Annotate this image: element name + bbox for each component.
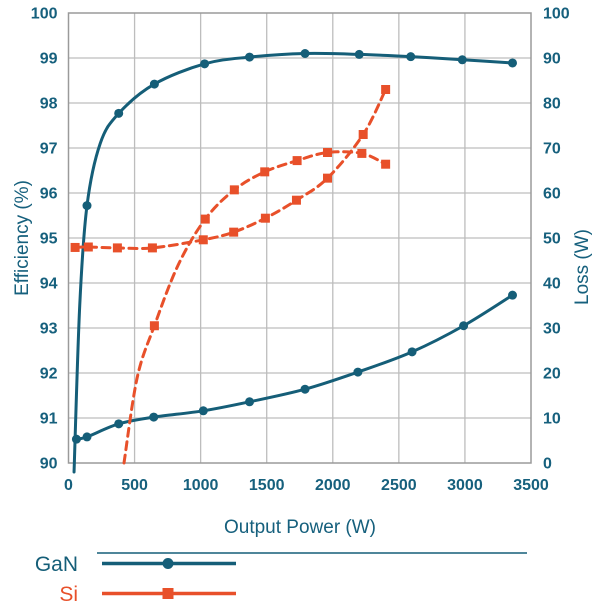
ticks-layer: 0 500 1000 1500 2000 2500 3000 3500909192939495… — [31, 6, 570, 495]
y-axis-title-left: Efficiency (%) — [12, 180, 33, 296]
x-tick-label: 2500 — [381, 477, 417, 494]
x-tick-label: 0 — [64, 477, 73, 494]
x-tick-label: 1500 — [249, 477, 285, 494]
plot-border — [67, 12, 532, 464]
left-tick-label: 96 — [40, 186, 58, 203]
si-loss-marker — [70, 242, 80, 252]
gan-loss-marker — [245, 397, 255, 407]
square-marker-icon — [162, 588, 174, 599]
si-loss-marker — [260, 213, 270, 223]
gan-efficiency-series — [72, 49, 517, 474]
left-tick-label: 100 — [31, 6, 58, 23]
y-axis-title-right: Loss (W) — [572, 229, 593, 305]
si-loss-marker — [112, 243, 122, 253]
gan-loss-marker — [508, 290, 517, 300]
left-tick-label: 97 — [40, 141, 58, 158]
x-axis-title: Output Power (W) — [224, 517, 376, 538]
grid-layer — [67, 12, 532, 464]
si-efficiency-marker — [292, 156, 302, 166]
si-loss-marker — [147, 243, 157, 253]
gan-loss-marker — [114, 419, 124, 429]
gan-loss-marker — [82, 432, 92, 442]
gan-loss-marker — [71, 434, 81, 444]
gan-efficiency-marker — [300, 49, 310, 58]
right-tick-label: 40 — [543, 276, 561, 293]
si-efficiency-marker — [260, 167, 270, 177]
si-loss-marker — [381, 85, 391, 94]
si-efficiency-marker — [323, 148, 332, 157]
gan-efficiency-marker — [245, 52, 255, 62]
right-tick-label: 60 — [543, 186, 561, 203]
legend: GaN Si — [35, 553, 236, 606]
si-efficiency-marker — [149, 321, 159, 331]
left-tick-label: 99 — [40, 51, 58, 68]
gan-efficiency-marker — [457, 55, 467, 65]
right-tick-label: 80 — [543, 96, 561, 113]
si-loss-marker — [83, 242, 93, 252]
legend-label-si: Si — [59, 583, 78, 606]
left-tick-label: 98 — [40, 96, 58, 113]
si-loss-marker — [358, 130, 368, 139]
gan-loss-marker — [300, 384, 310, 394]
gan-efficiency-marker — [114, 108, 124, 118]
right-tick-label: 10 — [543, 411, 561, 428]
si-loss-marker — [229, 227, 239, 237]
gan-loss-marker — [149, 412, 159, 422]
legend-item-si: Si — [59, 583, 236, 606]
gan-efficiency-marker — [82, 201, 92, 211]
gan-efficiency-curve — [72, 51, 514, 474]
left-tick-label: 91 — [40, 411, 58, 428]
si-loss-marker — [323, 173, 332, 183]
left-tick-label: 93 — [40, 321, 58, 338]
left-tick-label: 92 — [40, 366, 58, 383]
si-efficiency-series — [122, 148, 391, 465]
si-loss-curve — [73, 88, 388, 251]
gan-loss-marker — [198, 406, 208, 416]
legend-label-gan: GaN — [35, 553, 78, 576]
left-tick-label: 94 — [40, 276, 58, 293]
legend-item-gan: GaN — [35, 553, 236, 576]
si-loss-marker — [291, 195, 301, 205]
right-tick-label: 20 — [543, 366, 561, 383]
gan-efficiency-marker — [406, 52, 416, 62]
right-tick-label: 50 — [543, 231, 561, 248]
right-tick-label: 100 — [543, 6, 570, 23]
gan-loss-marker — [353, 367, 363, 377]
right-tick-label: 90 — [543, 51, 561, 68]
gan-loss-series — [71, 290, 517, 444]
x-tick-label: 2000 — [315, 477, 351, 494]
si-efficiency-marker — [357, 148, 367, 158]
x-tick-label: 500 — [121, 477, 148, 494]
x-tick-label: 3500 — [513, 477, 549, 494]
left-tick-label: 95 — [40, 231, 58, 248]
circle-marker-icon — [162, 558, 174, 569]
si-loss-series — [70, 85, 391, 253]
series-layer — [70, 49, 517, 474]
left-tick-label: 90 — [40, 456, 58, 473]
x-tick-label: 1000 — [183, 477, 219, 494]
right-tick-label: 70 — [543, 141, 561, 158]
gan-loss-marker — [459, 321, 469, 331]
gan-efficiency-marker — [200, 59, 210, 69]
gan-efficiency-marker — [354, 49, 364, 59]
si-efficiency-marker — [381, 159, 391, 169]
gan-loss-marker — [407, 347, 417, 357]
right-tick-label: 30 — [543, 321, 561, 338]
right-tick-label: 0 — [543, 456, 552, 473]
si-efficiency-marker — [200, 214, 210, 224]
gan-efficiency-marker — [508, 58, 517, 68]
gan-efficiency-marker — [149, 79, 159, 89]
si-loss-marker — [198, 235, 208, 245]
si-efficiency-marker — [229, 185, 239, 195]
x-tick-label: 3000 — [447, 477, 483, 494]
